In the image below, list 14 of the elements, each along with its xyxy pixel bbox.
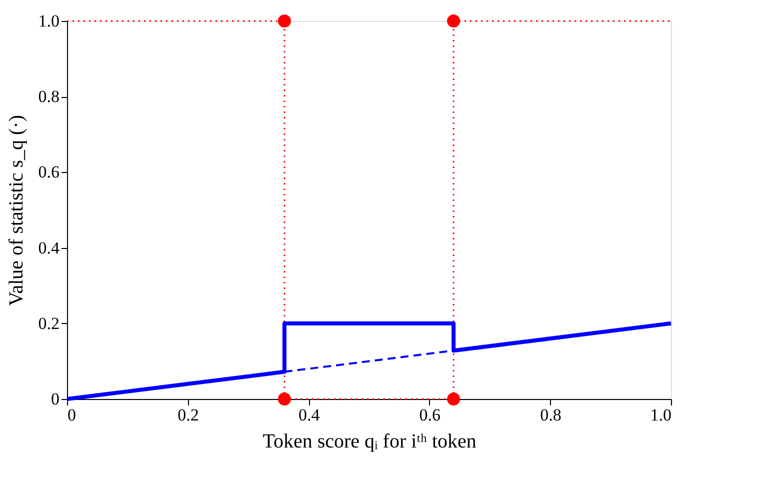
x-tick-label: 0.2	[178, 406, 199, 424]
x-tick-label: 1.0	[650, 406, 672, 424]
y-axis-title: Value of statistic s_q (·)	[5, 114, 28, 306]
y-tick-label: 0	[51, 390, 60, 408]
x-tick-label: 0.6	[419, 406, 441, 424]
y-tick-label: 1.0	[38, 12, 60, 30]
x-axis-title: Token score qᵢ for iᵗʰ token	[262, 430, 476, 452]
y-tick-label: 0.2	[38, 314, 60, 333]
y-tick-label: 0.8	[38, 87, 60, 106]
x-tick-label: 0	[68, 406, 76, 424]
x-tick-label: 0.8	[540, 406, 562, 424]
y-tick-label: 0.4	[38, 238, 60, 258]
y-tick-label: 0.6	[38, 162, 60, 182]
x-tick-label: 0.4	[298, 406, 320, 424]
